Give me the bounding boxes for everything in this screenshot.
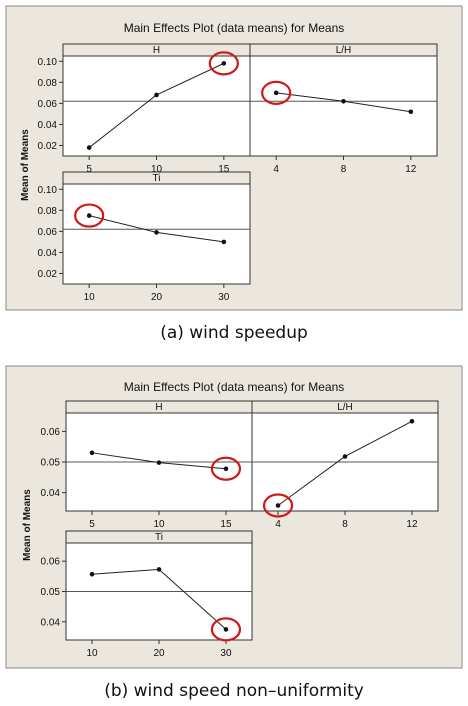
charta-panel-ti-ytick-label: 0.10 [38,185,58,196]
charta-panel-ti-data-point [86,213,92,218]
chartb-panel-ti: Ti 0.04 0.05 0.06 10 20 30 [41,530,253,659]
charta-panel-lh: L/H 4 8 12 [249,43,438,175]
chartb-panel-h-ytick-label: 0.06 [41,427,61,438]
chartb-panel-h-highlight-ring [210,456,242,481]
chartb-panel-lh-data-point [342,454,348,459]
chartb-panel-lh-data-point [275,503,281,508]
charta-panel-h-data-point [154,92,159,98]
charta-panel-ti-ytick-label: 0.08 [38,206,58,217]
charta-panel-ti-ytick-label: 0.02 [38,269,58,280]
charta-panel-h-data-point [86,145,92,150]
charta-panel-ti-data-point [154,230,159,235]
chartb-panel-ti-xtick-label: 10 [86,648,98,659]
chartb-panel-h-ytick-label: 0.05 [41,458,61,469]
chartb-panel-lh-data-point [409,418,415,424]
chartb-panel-ti-data-point [89,571,95,577]
charta-panel-ti-xtick-label: 10 [84,292,96,303]
caption-a: (a) wind speedup [160,323,308,343]
charta-panel-lh-data-point [408,109,414,115]
main-effects-plot-nonuniformity: Main Effects Plot (data means) for Means… [5,365,463,669]
chartb-title: Main Effects Plot (data means) for Means [124,380,345,394]
chartb-panel-ti-xtick-label: 30 [220,648,232,659]
charta-panel-h-xtick-label: 15 [218,164,230,175]
main-effects-plot-speedup: Main Effects Plot (data means) for Means… [5,5,463,311]
charta-panel-lh-xtick-label: 4 [273,164,279,175]
chartb-panel-ti-ytick-label: 0.05 [41,587,61,598]
charta-panel-h-ytick-label: 0.06 [38,99,58,110]
chartb-y-axis-label: Mean of Means [22,489,33,561]
charta-panel-lh-xtick-label: 12 [405,164,417,175]
charta-panel-h-ytick-label: 0.08 [38,78,58,89]
charta-title: Main Effects Plot (data means) for Means [124,21,345,35]
charta-panel-ti-data-point [221,239,227,245]
chartb-panel-ti-highlight-ring [210,617,242,642]
charta-panel-lh-data-point [341,98,346,104]
charta-panel-h-ytick-label: 0.04 [38,120,58,131]
charta-panel-h-highlight-ring [208,51,239,76]
chartb-panel-lh: L/H 4 8 12 [251,400,439,530]
charta-panel-h-ytick-label: 0.10 [38,57,58,68]
charta-y-axis-label: Mean of Means [20,129,31,201]
chartb-panel-h: H 0.04 0.05 0.06 5 10 15 [41,400,253,530]
charta-panel-lh-xtick-label: 8 [341,164,347,175]
charta-panel-lh-plot-area [249,55,438,157]
chartb-panel-h-data-point [156,460,162,465]
charta-panel-ti-xtick-label: 20 [151,292,163,303]
charta-panel-h-xtick-label: 5 [86,164,92,175]
charta-panel-h: H 0.02 0.04 0.06 0.08 0.10 5 10 15 [38,43,251,175]
charta-panel-ti-xtick-label: 30 [218,292,230,303]
chartb-panel-lh-header-label: L/H [337,402,353,413]
chartb-panel-h-xtick-label: 10 [153,519,165,530]
chartb-panel-h-header-label: H [155,402,162,413]
chartb-panel-lh-xtick-label: 12 [406,519,418,530]
chartb-panel-ti-data-point [223,627,229,632]
charta-panel-lh-highlight-ring [261,80,292,105]
chartb-panel-ti-ytick-label: 0.04 [41,617,61,628]
charta-panel-h-ytick-label: 0.02 [38,141,58,152]
chartb-panel-ti-data-point [156,567,162,572]
charta-panel-ti-ytick-label: 0.06 [38,227,58,238]
chartb-panel-h-data-point [223,466,229,472]
charta-panel-ti-header-label: Ti [153,173,161,184]
chartb-panel-h-xtick-label: 5 [89,519,95,530]
chartb-panel-h-data-point [89,450,95,456]
charta-panel-h-xtick-label: 10 [151,164,163,175]
charta-panel-ti-ytick-label: 0.04 [38,248,58,259]
chartb-panel-ti-ytick-label: 0.06 [41,557,61,568]
charta-panel-h-plot-area [62,55,251,157]
charta-panel-lh-header-label: L/H [336,45,352,56]
chartb-panel-ti-xtick-label: 20 [153,648,165,659]
chartb-panel-lh-highlight-ring [262,493,294,518]
chartb-panel-h-ytick-label: 0.04 [41,488,61,499]
charta-panel-lh-data-point [273,90,279,96]
charta-panel-ti: Ti 0.02 0.04 0.06 0.08 0.10 10 20 30 [38,171,251,303]
charta-panel-h-header-label: H [153,45,160,56]
chartb-panel-lh-xtick-label: 4 [275,519,281,530]
chartb-panel-lh-xtick-label: 8 [342,519,348,530]
charta-panel-h-data-point [221,61,227,66]
chartb-panel-ti-header-label: Ti [155,532,163,543]
chartb-panel-h-xtick-label: 15 [220,519,232,530]
caption-b: (b) wind speed non–uniformity [104,681,364,701]
charta-panel-ti-highlight-ring [74,203,105,228]
